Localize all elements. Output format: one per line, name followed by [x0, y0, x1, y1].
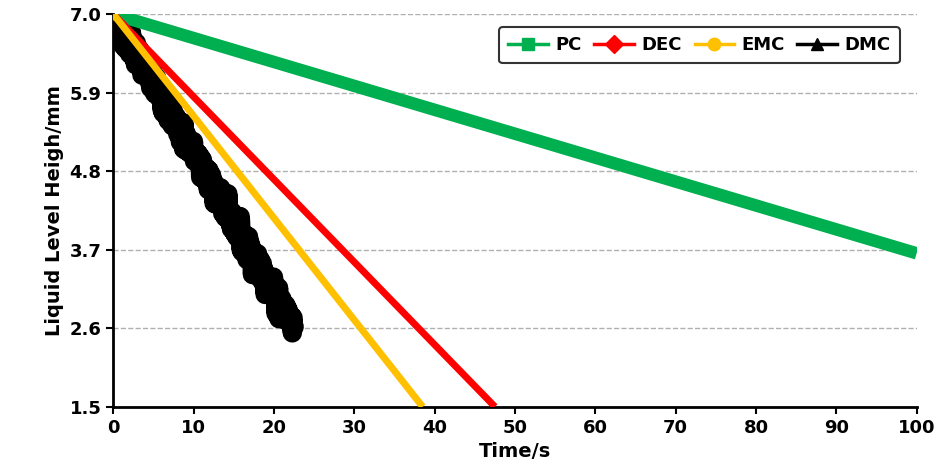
Legend: PC, DEC, EMC, DMC: PC, DEC, EMC, DMC	[499, 27, 899, 63]
X-axis label: Time/s: Time/s	[479, 442, 550, 461]
Y-axis label: Liquid Level Heigh/mm: Liquid Level Heigh/mm	[45, 85, 64, 336]
